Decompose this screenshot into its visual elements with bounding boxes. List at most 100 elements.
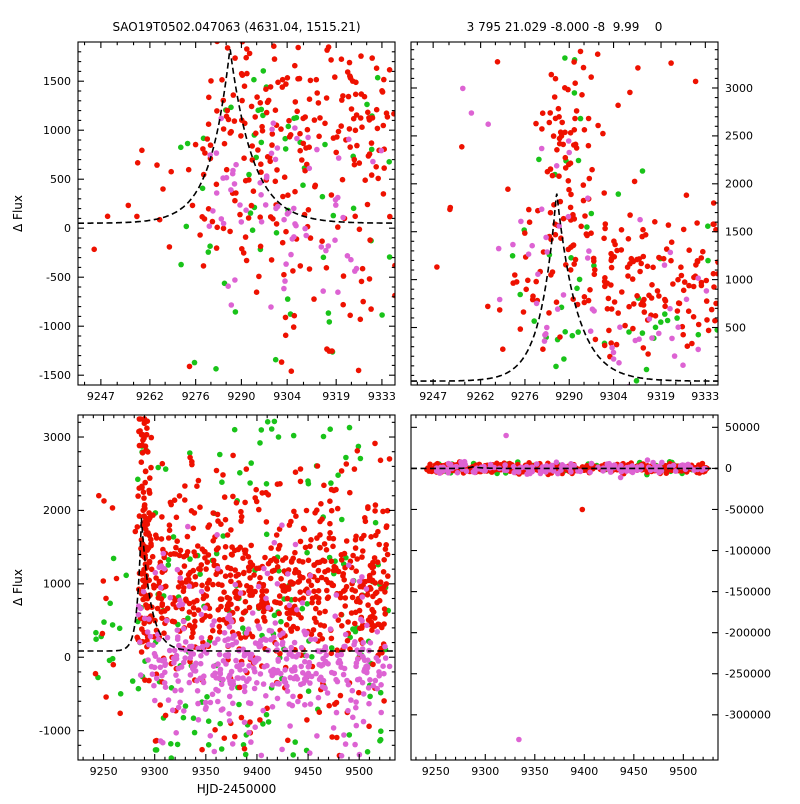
data-point bbox=[283, 622, 290, 628]
data-point bbox=[372, 440, 378, 447]
data-point bbox=[168, 168, 174, 175]
data-point bbox=[376, 669, 382, 675]
data-point bbox=[340, 301, 347, 308]
data-point bbox=[165, 535, 172, 541]
panel-top-right: 9247 9262 9276 9290 9304 9319 9333 500 1000 1500 2… bbox=[410, 20, 753, 403]
data-point bbox=[242, 667, 249, 674]
data-point bbox=[316, 661, 323, 668]
data-point bbox=[665, 222, 672, 228]
data-point bbox=[107, 600, 113, 607]
data-point bbox=[656, 293, 662, 299]
data-point bbox=[686, 247, 692, 253]
data-point bbox=[606, 327, 612, 334]
data-point bbox=[529, 242, 535, 249]
data-point bbox=[586, 175, 593, 182]
data-point bbox=[332, 565, 339, 571]
data-point bbox=[618, 247, 625, 253]
data-point bbox=[274, 481, 281, 488]
data-point bbox=[577, 468, 584, 475]
data-point bbox=[213, 675, 219, 681]
data-point bbox=[386, 254, 393, 260]
data-point bbox=[263, 531, 270, 538]
data-point bbox=[263, 693, 269, 699]
y-tick-label: 2500 bbox=[725, 130, 753, 143]
data-point bbox=[372, 580, 378, 586]
data-point bbox=[288, 368, 295, 375]
data-point bbox=[192, 141, 199, 148]
data-point bbox=[338, 753, 345, 759]
data-point bbox=[568, 191, 574, 198]
data-point bbox=[447, 206, 453, 213]
data-point bbox=[581, 299, 588, 306]
data-point bbox=[135, 493, 141, 499]
data-point bbox=[117, 710, 123, 717]
data-point bbox=[305, 557, 312, 564]
data-point bbox=[338, 664, 344, 670]
x-tick-label: 9290 bbox=[555, 390, 583, 403]
y-tick-label: 0 bbox=[725, 462, 732, 475]
data-point bbox=[364, 622, 370, 629]
data-point bbox=[258, 192, 264, 198]
data-point bbox=[366, 723, 372, 730]
data-point bbox=[162, 466, 169, 472]
data-point bbox=[269, 704, 276, 710]
data-point bbox=[361, 532, 367, 539]
data-point bbox=[223, 166, 230, 173]
data-point bbox=[139, 483, 145, 490]
data-point bbox=[347, 144, 354, 150]
data-point bbox=[562, 329, 568, 335]
data-point bbox=[170, 601, 176, 607]
data-point bbox=[315, 567, 322, 574]
data-point bbox=[295, 651, 302, 658]
data-point bbox=[182, 703, 189, 709]
data-point bbox=[316, 610, 323, 616]
data-point bbox=[495, 245, 502, 252]
data-point bbox=[257, 440, 263, 446]
data-point bbox=[631, 301, 637, 307]
data-point bbox=[279, 746, 285, 753]
data-point bbox=[234, 605, 240, 612]
data-point bbox=[221, 140, 228, 147]
data-point bbox=[187, 450, 193, 456]
panel-title-top-right: 3 795 21.029 -8.000 -8 9.99 0 bbox=[467, 20, 663, 34]
data-point bbox=[299, 605, 306, 612]
data-point bbox=[275, 658, 282, 664]
panel-bottom-right: 9250 9300 9350 9400 9450 9500 50000 0 -50000 -100… bbox=[410, 414, 771, 778]
data-point bbox=[173, 544, 179, 551]
data-point bbox=[517, 291, 523, 298]
x-tick-label: 9250 bbox=[90, 765, 118, 778]
data-point bbox=[198, 653, 204, 659]
data-point bbox=[246, 663, 252, 669]
y-tick-label: 1500 bbox=[43, 75, 71, 88]
data-point bbox=[202, 699, 209, 706]
data-point bbox=[165, 557, 172, 563]
data-point bbox=[617, 324, 623, 331]
data-point bbox=[570, 242, 577, 248]
data-point bbox=[162, 662, 168, 669]
data-point bbox=[695, 346, 701, 353]
data-point bbox=[566, 161, 572, 168]
data-point bbox=[383, 542, 390, 548]
data-point bbox=[166, 527, 173, 534]
data-point bbox=[241, 719, 248, 726]
data-point bbox=[328, 507, 335, 514]
data-point bbox=[595, 122, 601, 129]
data-point bbox=[318, 674, 324, 681]
data-point bbox=[253, 680, 260, 686]
data-point bbox=[217, 451, 223, 458]
data-point bbox=[320, 433, 327, 440]
data-point bbox=[533, 120, 539, 127]
data-point bbox=[171, 660, 177, 666]
data-point bbox=[164, 634, 171, 641]
y-tick-label: -300000 bbox=[725, 709, 771, 722]
data-point bbox=[155, 636, 162, 643]
data-point bbox=[541, 338, 548, 344]
data-point bbox=[228, 187, 234, 193]
data-point bbox=[525, 251, 532, 257]
data-point bbox=[152, 569, 159, 576]
data-point bbox=[348, 106, 355, 112]
data-point bbox=[255, 623, 262, 629]
data-point bbox=[207, 243, 213, 249]
data-point bbox=[233, 657, 239, 664]
data-point bbox=[190, 525, 197, 532]
